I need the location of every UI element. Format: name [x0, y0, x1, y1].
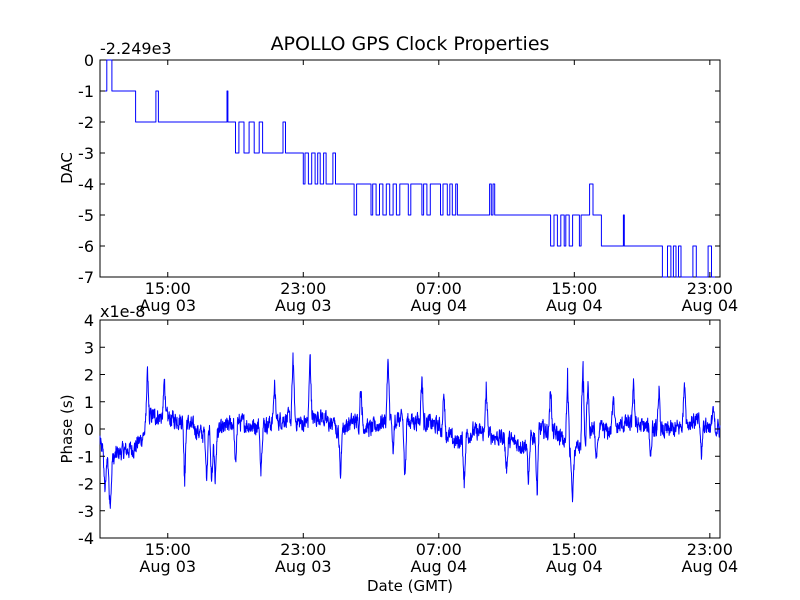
phase-series-line	[99, 352, 721, 509]
dac-y-tick-label: -6	[78, 237, 94, 256]
dac-y-tick-label: -5	[78, 206, 94, 225]
dac-series-group	[100, 59, 720, 278]
phase-y-axis-label: Phase (s)	[58, 394, 76, 463]
dac-x-tick-time-label: 15:00	[145, 279, 191, 298]
phase-y-tick-label: 1	[84, 393, 94, 412]
dac-y-tick-label: -3	[78, 144, 94, 163]
dac-x-tick-date-label: Aug 04	[546, 296, 603, 315]
phase-x-tick-date-label: Aug 04	[410, 557, 467, 576]
phase-series-group	[99, 352, 721, 509]
phase-y-tick-label: -2	[78, 475, 94, 494]
phase-x-tick-time-label: 23:00	[687, 540, 733, 559]
dac-x-tick-time-label: 23:00	[687, 279, 733, 298]
dac-x-tick-time-label: 15:00	[551, 279, 597, 298]
dac-y-tick-label: -7	[78, 268, 94, 287]
phase-x-tick-date-label: Aug 04	[681, 557, 738, 576]
phase-x-tick-date-label: Aug 03	[139, 557, 196, 576]
x-axis-label: Date (GMT)	[367, 577, 453, 595]
dac-y-tick-label: -1	[78, 82, 94, 101]
dac-x-tick-date-label: Aug 04	[410, 296, 467, 315]
dac-series-line	[100, 59, 720, 278]
phase-y-tick-label: -3	[78, 502, 94, 521]
phase-plot-frame	[99, 319, 721, 539]
chart-title: APOLLO GPS Clock Properties	[271, 33, 550, 55]
dac-x-tick-date-label: Aug 04	[681, 296, 738, 315]
dac-y-tick-label: -4	[78, 175, 94, 194]
phase-y-tick-label: 4	[84, 311, 94, 330]
dac-offset-label: -2.249e3	[100, 39, 172, 58]
phase-x-tick-time-label: 15:00	[551, 540, 597, 559]
dac-y-tick-label: -2	[78, 113, 94, 132]
dac-x-tick-time-label: 23:00	[280, 279, 326, 298]
dac-x-tick-date-label: Aug 03	[275, 296, 332, 315]
dac-plot-frame	[99, 59, 721, 278]
phase-y-tick-label: 3	[84, 338, 94, 357]
phase-x-tick-time-label: 15:00	[145, 540, 191, 559]
phase-offset-label: x1e-8	[100, 302, 145, 321]
dac-x-tick-time-label: 07:00	[416, 279, 462, 298]
phase-x-tick-date-label: Aug 04	[546, 557, 603, 576]
dac-x-tick-date-label: Aug 03	[139, 296, 196, 315]
phase-y-tick-label: -1	[78, 447, 94, 466]
dac-y-tick-label: 0	[84, 51, 94, 70]
phase-y-tick-label: -4	[78, 529, 94, 548]
phase-y-tick-label: 0	[84, 420, 94, 439]
dac-y-axis-label: DAC	[58, 152, 76, 184]
phase-x-tick-time-label: 07:00	[416, 540, 462, 559]
phase-x-tick-date-label: Aug 03	[275, 557, 332, 576]
phase-x-tick-time-label: 23:00	[280, 540, 326, 559]
phase-y-tick-label: 2	[84, 366, 94, 385]
